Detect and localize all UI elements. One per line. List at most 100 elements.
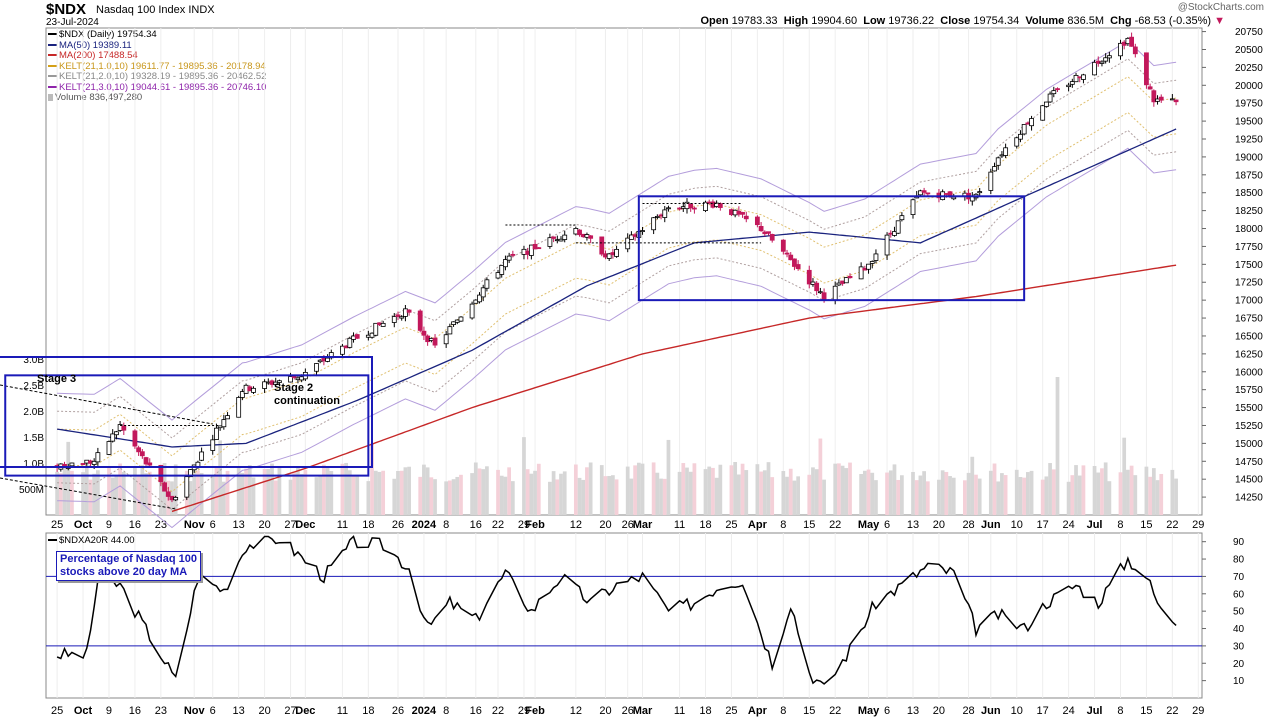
price-tick-label: 18500 — [1235, 188, 1263, 199]
volume-bar — [1144, 466, 1149, 515]
indicator-tick-label: 50 — [1233, 607, 1245, 618]
indicator-x-tick-label: 22 — [829, 705, 841, 717]
candle-body — [1018, 133, 1023, 140]
high-value: 19904.60 — [811, 15, 858, 27]
candle-body — [391, 316, 397, 323]
volume-bar — [133, 466, 137, 515]
volume-bar — [611, 475, 615, 515]
x-tick-label: Dec — [295, 519, 315, 531]
candle-body — [354, 334, 360, 339]
volume-bar — [733, 462, 738, 515]
x-tick-label: 29 — [518, 519, 530, 531]
indicator-x-tick-label: 10 — [1011, 705, 1023, 717]
volume-bar — [262, 469, 267, 515]
legend-text: $NDX (Daily) 19754.34 — [59, 29, 157, 40]
candle-body — [325, 357, 330, 362]
price-tick-label: 16500 — [1235, 331, 1263, 342]
candle-body — [1066, 84, 1072, 88]
volume-bar — [325, 466, 330, 515]
candle-body — [662, 209, 668, 218]
volume-bar — [662, 478, 667, 515]
volume-bar — [188, 481, 193, 515]
candle-body — [236, 397, 242, 418]
price-tick-label: 16000 — [1235, 367, 1263, 378]
candle-body — [395, 314, 401, 317]
volume-bar — [551, 471, 556, 515]
volume-bar — [370, 443, 374, 515]
volume-bar — [1066, 481, 1071, 515]
indicator-x-tick-label: 23 — [155, 705, 167, 717]
volume-bar — [303, 470, 308, 515]
volume-bar — [351, 475, 356, 515]
volume-bar — [392, 478, 397, 515]
volume-bar — [251, 477, 256, 515]
volume-bar — [366, 481, 371, 515]
volume-bar — [970, 456, 975, 515]
volume-bar — [1000, 473, 1004, 515]
chg-label: Chg — [1110, 15, 1132, 27]
indicator-x-tick-label: 9 — [106, 705, 112, 717]
volume-bar — [562, 471, 567, 515]
high-label: High — [783, 15, 809, 27]
x-tick-label: Jul — [1087, 519, 1103, 531]
volume-bar — [729, 465, 734, 515]
indicator-x-tick-label: 20 — [933, 705, 945, 717]
volume-tick-label: 2.5B — [23, 381, 44, 392]
x-tick-label: 18 — [362, 519, 374, 531]
candle-body — [221, 419, 227, 428]
candle-body — [792, 258, 797, 267]
volume-bar — [900, 475, 904, 515]
candle-body — [62, 463, 67, 467]
legend-text: KELT(21,2.0,10) 19328.19 - 19895.36 - 20… — [59, 71, 267, 82]
candle-body — [288, 376, 293, 383]
candle-body — [1147, 86, 1153, 90]
brand-watermark: @StockCharts.com — [1177, 2, 1264, 13]
ticker-symbol: $NDX — [46, 1, 87, 18]
trendline-dashed — [0, 384, 213, 425]
candle-body — [1081, 74, 1086, 80]
indicator-x-tick-label: 20 — [599, 705, 611, 717]
candle-body — [558, 238, 564, 242]
volume-bar — [58, 473, 63, 515]
volume-bar — [740, 463, 745, 515]
volume-bar — [966, 472, 971, 515]
volume-bar — [529, 473, 534, 515]
candle-body — [640, 230, 645, 232]
candle-body — [532, 243, 538, 250]
volume-bar — [1096, 472, 1101, 515]
volume-bar — [862, 470, 867, 515]
candle-body — [925, 192, 931, 195]
candle-body — [443, 334, 449, 345]
indicator-x-tick-label: 15 — [1140, 705, 1152, 717]
indicator-x-tick-label: Feb — [525, 705, 545, 717]
price-tick-label: 15250 — [1235, 421, 1263, 432]
candle-body — [899, 215, 905, 221]
x-tick-label: 22 — [829, 519, 841, 531]
volume-bar — [110, 477, 115, 515]
candle-body — [162, 482, 167, 492]
volume-bar — [792, 480, 797, 515]
volume-bar — [814, 469, 819, 515]
volume-bar — [1151, 468, 1156, 515]
volume-bar — [1100, 468, 1104, 515]
volume-bar — [1074, 465, 1078, 515]
candle-body — [1132, 46, 1138, 55]
x-tick-label: 13 — [907, 519, 919, 531]
volume-bar — [1107, 481, 1112, 515]
candle-body — [173, 497, 179, 501]
candle-body — [417, 310, 423, 331]
volume-bar — [288, 479, 293, 515]
volume-bar — [940, 470, 945, 515]
candle-body — [1021, 124, 1027, 135]
volume-bar — [433, 479, 437, 515]
candle-body — [262, 381, 268, 389]
indicator-x-tick-label: 25 — [725, 705, 737, 717]
x-tick-label: 29 — [1192, 519, 1204, 531]
volume-bar — [892, 464, 897, 515]
candle-body — [1003, 147, 1009, 156]
volume-bar — [1122, 437, 1127, 515]
price-tick-label: 20750 — [1235, 27, 1263, 38]
x-tick-label: 20 — [933, 519, 945, 531]
volume-bar — [66, 441, 71, 515]
candle-body — [814, 282, 820, 292]
